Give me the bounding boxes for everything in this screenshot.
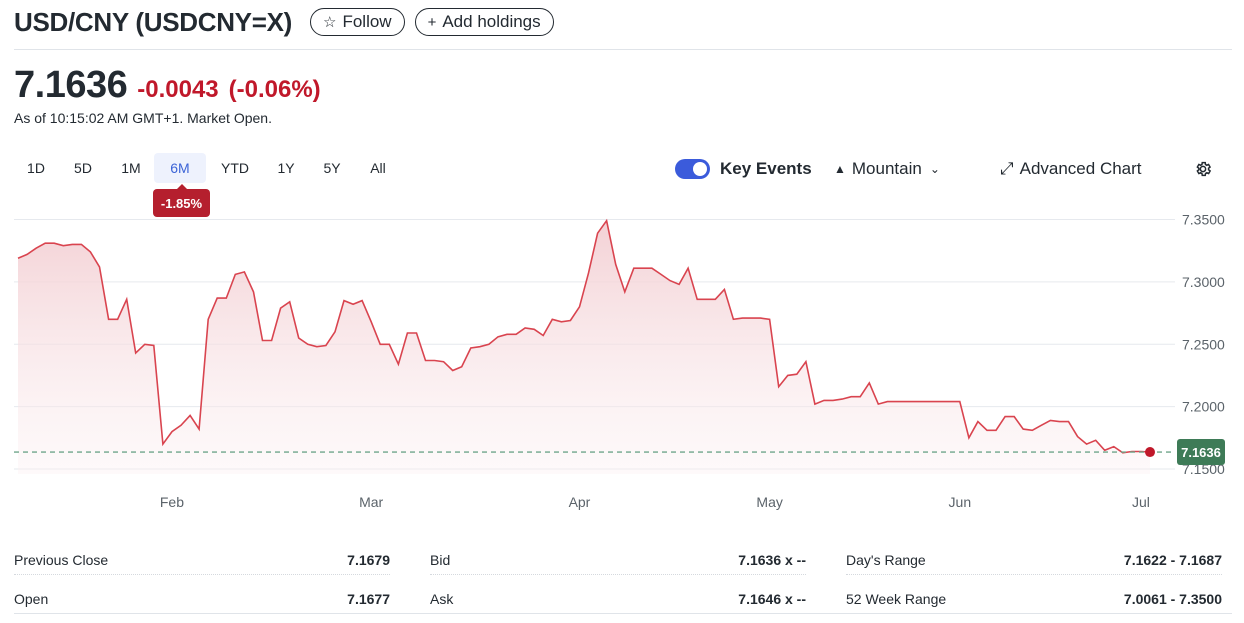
- x-tick-label: Jul: [1132, 494, 1150, 510]
- add-holdings-label: Add holdings: [442, 12, 541, 31]
- y-tick-label: 7.3500: [1182, 211, 1225, 227]
- stat-52-week-range: 52 Week Range 7.0061 - 7.3500: [846, 584, 1222, 614]
- price-row: 7.1636 -0.0043 (-0.06%): [14, 64, 321, 107]
- add-holdings-button[interactable]: + Add holdings: [414, 8, 554, 36]
- x-tick-label: May: [756, 494, 782, 510]
- range-5d[interactable]: 5D: [74, 160, 92, 176]
- x-tick-label: Apr: [569, 494, 591, 510]
- plus-icon: +: [427, 13, 437, 31]
- stat-value: 7.1677: [347, 590, 390, 607]
- last-price-tag-label: 7.1636: [1181, 445, 1221, 460]
- current-price: 7.1636: [14, 64, 128, 106]
- header-divider: [14, 49, 1232, 50]
- range-5y[interactable]: 5Y: [323, 160, 341, 176]
- x-axis-ticks: Feb Mar Apr May Jun Jul: [160, 494, 1150, 510]
- key-events-toggle[interactable]: Key Events: [675, 156, 812, 182]
- stat-bid: Bid 7.1636 x --: [430, 545, 806, 575]
- price-change: -0.0043: [137, 76, 219, 103]
- stats-divider: [14, 613, 1232, 614]
- chart-type-label: Mountain: [851, 159, 922, 178]
- as-of-timestamp: As of 10:15:02 AM GMT+1. Market Open.: [14, 110, 272, 126]
- stat-value: 7.0061 - 7.3500: [1123, 590, 1222, 607]
- chart-settings-button[interactable]: [1194, 156, 1212, 182]
- stat-open: Open 7.1677: [14, 584, 390, 614]
- stat-label: Day's Range: [846, 551, 926, 568]
- range-selector: 1D 5D 1M 6M YTD 1Y 5Y All: [14, 153, 400, 183]
- quote-header: USD/CNY (USDCNY=X) ☆ Follow + Add holdin…: [14, 6, 554, 38]
- stat-label: Open: [14, 590, 49, 607]
- x-tick-label: Feb: [160, 494, 184, 510]
- key-events-label: Key Events: [720, 159, 812, 178]
- stat-ask: Ask 7.1646 x --: [430, 584, 806, 614]
- stat-label: Ask: [430, 590, 454, 607]
- last-price-tag: 7.1636: [1177, 439, 1225, 466]
- y-tick-label: 7.3000: [1182, 274, 1225, 290]
- advanced-chart-button[interactable]: ⤢ Advanced Chart: [1000, 156, 1142, 182]
- y-tick-label: 7.2500: [1182, 336, 1225, 352]
- x-tick-label: Mar: [359, 494, 383, 510]
- price-change-percent: (-0.06%): [228, 76, 321, 103]
- star-outline-icon: ☆: [323, 14, 337, 31]
- range-1m[interactable]: 1M: [121, 160, 141, 176]
- stat-value: 7.1622 - 7.1687: [1123, 551, 1222, 568]
- stat-days-range: Day's Range 7.1622 - 7.1687: [846, 545, 1222, 575]
- gear-icon: [1196, 161, 1212, 177]
- range-ytd[interactable]: YTD: [221, 160, 249, 176]
- stat-label: Bid: [430, 551, 451, 568]
- chart-type-dropdown[interactable]: ▲ Mountain ⌄: [834, 156, 940, 182]
- range-6m[interactable]: 6M: [154, 153, 206, 183]
- stat-value: 7.1679: [347, 551, 390, 568]
- range-all[interactable]: All: [370, 160, 386, 176]
- stat-value: 7.1646 x --: [738, 590, 806, 607]
- range-1d[interactable]: 1D: [27, 160, 45, 176]
- range-1y[interactable]: 1Y: [277, 160, 295, 176]
- chevron-down-icon: ⌄: [929, 162, 940, 176]
- last-price-marker: [1145, 447, 1155, 458]
- stat-label: 52 Week Range: [846, 590, 947, 607]
- stat-label: Previous Close: [14, 551, 109, 568]
- x-tick-label: Jun: [949, 494, 972, 510]
- mountain-icon: ▲: [834, 162, 846, 176]
- stat-previous-close: Previous Close 7.1679: [14, 545, 390, 575]
- advanced-chart-label: Advanced Chart: [1019, 159, 1142, 178]
- expand-arrow-icon: ⤢: [1000, 159, 1014, 178]
- y-tick-label: 7.2000: [1182, 399, 1225, 415]
- toggle-switch-icon[interactable]: [675, 159, 710, 179]
- page-title: USD/CNY (USDCNY=X): [14, 6, 292, 37]
- price-area-fill: [18, 220, 1150, 474]
- range-change-badge: -1.85%: [153, 184, 210, 217]
- price-line: [17, 218, 1151, 454]
- stat-value: 7.1636 x --: [738, 551, 806, 568]
- follow-label: Follow: [342, 12, 392, 31]
- follow-button[interactable]: ☆ Follow: [310, 8, 405, 36]
